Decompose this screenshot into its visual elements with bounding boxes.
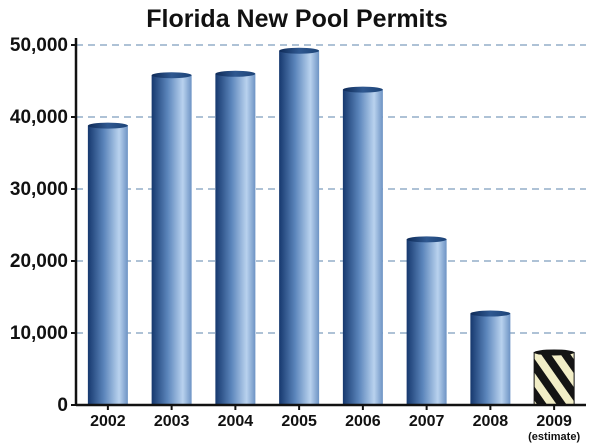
bar-cap [87,122,128,129]
x-tick-label: 2003 [154,413,190,430]
bar [215,73,256,406]
bar [406,239,447,405]
x-tick-label: 2008 [473,413,509,430]
x-tick-label: 2009 [536,413,572,430]
bar-cap [470,310,511,317]
bar-cap [279,47,320,54]
y-tick-label: 50,000 [10,35,68,56]
bar [470,313,511,405]
x-tick-label: 2006 [345,413,381,430]
bar [87,125,128,405]
bar-cap [342,86,383,93]
bars [87,47,575,406]
bar [342,89,383,405]
y-tick-label: 30,000 [10,179,68,200]
x-axis-ticks: 2002 2003 2004 2005 2006 2007 2008 2009(estimat… [90,405,580,443]
y-tick-label: 10,000 [10,323,68,344]
chart-title: Florida New Pool Permits [146,5,447,33]
bar-cap [406,236,447,243]
y-axis-ticks: 0 10,000 20,000 30,000 40,000 50,000 [10,35,76,416]
x-tick-label: 2004 [218,413,254,430]
bar-estimate [533,351,575,406]
bar-cap [534,349,575,356]
bar-cap [151,72,192,79]
bar [151,75,192,406]
x-tick-label: 2005 [281,413,317,430]
x-tick-label: 2002 [90,413,126,430]
y-tick-label: 20,000 [10,251,68,272]
y-tick-label: 40,000 [10,107,68,128]
x-tick-note: (estimate) [528,431,580,443]
bar [279,50,320,405]
x-tick-label: 2007 [409,413,445,430]
y-tick-label: 0 [57,395,68,416]
bar-cap [215,70,256,77]
